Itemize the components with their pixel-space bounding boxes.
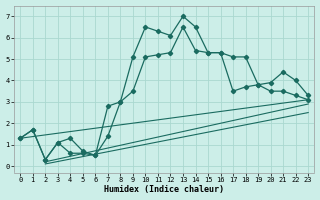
X-axis label: Humidex (Indice chaleur): Humidex (Indice chaleur) bbox=[104, 185, 224, 194]
